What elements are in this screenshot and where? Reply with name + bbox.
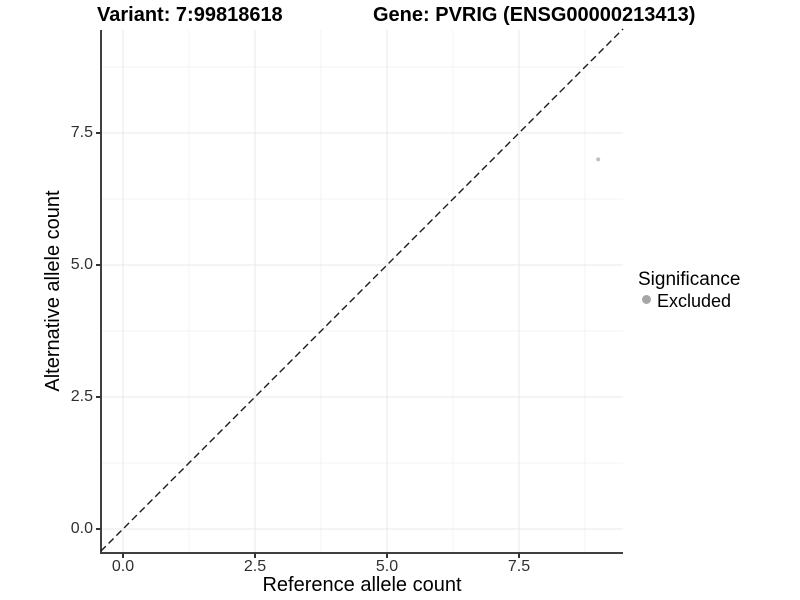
x-tick-label-0: 0.0 [111, 558, 135, 575]
y-axis-title: Alternative allele count [42, 190, 64, 392]
legend-title: Significance [638, 269, 741, 290]
legend-item-excluded: Excluded [657, 291, 732, 311]
grid-major [101, 30, 623, 553]
variant-title: Variant: 7:99818618 [97, 4, 283, 26]
grid-minor [101, 30, 623, 553]
data-point [596, 157, 601, 162]
identity-reference-line [100, 28, 624, 552]
x-tick-label-3: 7.5 [507, 558, 531, 575]
data-layer [100, 28, 624, 552]
gene-title: Gene: PVRIG (ENSG00000213413) [373, 4, 696, 26]
y-tick-label-2: 5.0 [70, 256, 93, 273]
tick-marks [96, 132, 520, 558]
y-tick-label-3: 7.5 [70, 124, 93, 141]
x-tick-label-2: 5.0 [375, 558, 399, 575]
y-tick-label-1: 2.5 [70, 388, 93, 405]
legend-excluded-dot-icon [642, 295, 651, 304]
x-tick-label-1: 2.5 [243, 558, 267, 575]
y-tick-label-0: 0.0 [70, 520, 93, 537]
axis-lines [100, 30, 623, 554]
x-axis-title: Reference allele count [262, 574, 462, 596]
